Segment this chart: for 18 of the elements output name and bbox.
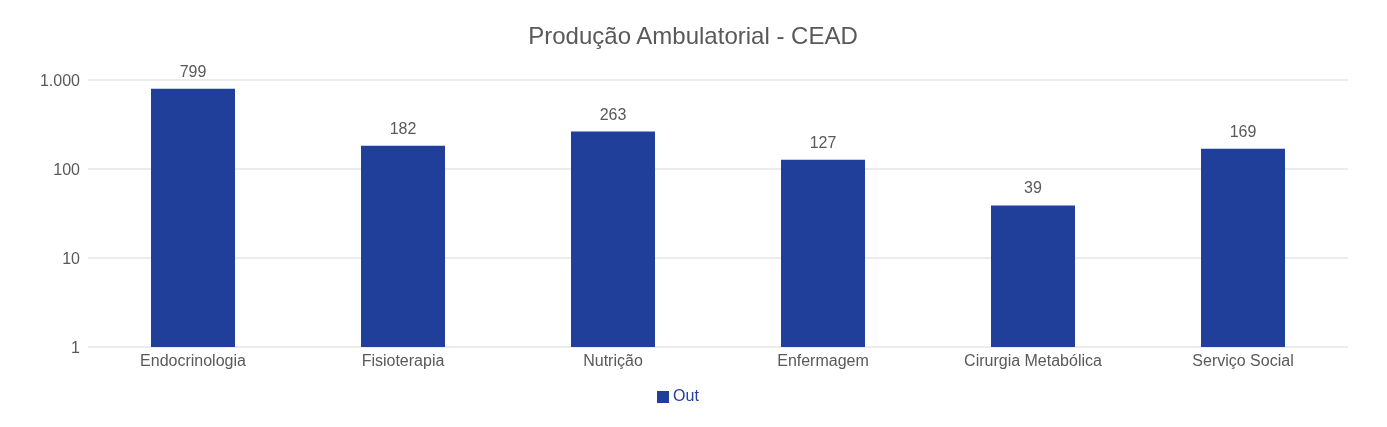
- chart-title: Produção Ambulatorial - CEAD: [527, 21, 859, 50]
- legend-label: Out: [673, 387, 699, 404]
- y-tick-label: 10: [62, 249, 81, 267]
- data-label: 263: [599, 105, 627, 123]
- x-tick-label: Serviço Social: [1192, 352, 1294, 370]
- data-label: 799: [179, 62, 207, 80]
- data-label: 127: [809, 133, 837, 151]
- y-tick-label: 1: [71, 338, 81, 356]
- data-label: 169: [1229, 122, 1257, 140]
- y-tick-label: 100: [53, 160, 81, 178]
- x-tick-label: Enfermagem: [777, 352, 869, 370]
- x-tick-label: Nutrição: [583, 352, 643, 370]
- y-tick-label: 1.000: [39, 71, 81, 89]
- data-label: 39: [1024, 179, 1042, 197]
- x-tick-label: Fisioterapia: [361, 352, 445, 370]
- data-label: 182: [389, 119, 417, 137]
- x-tick-label: Cirurgia Metabólica: [964, 352, 1103, 370]
- x-tick-label: Endocrinologia: [140, 352, 247, 370]
